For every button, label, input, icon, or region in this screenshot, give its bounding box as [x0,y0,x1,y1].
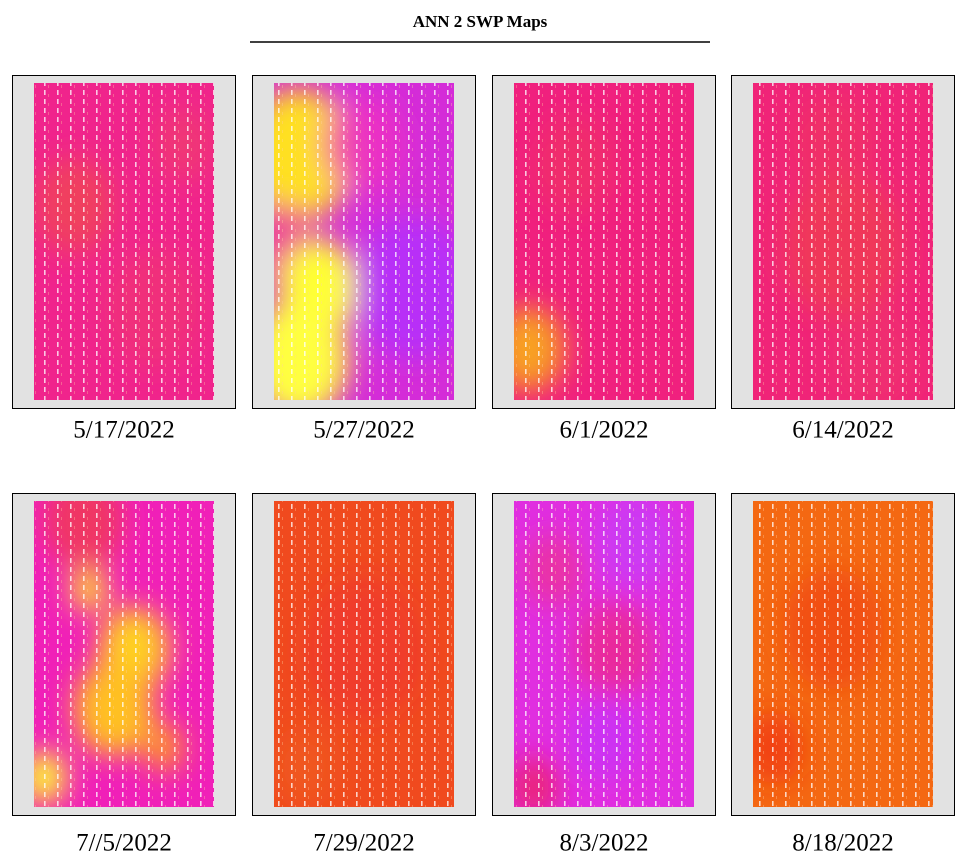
panel-date: 7//5/2022 [76,830,172,857]
map-image [753,83,933,400]
map-image [514,501,694,807]
map-panel: 6/1/2022 [492,75,716,444]
map-panel: 5/17/2022 [12,75,236,444]
map-panel: 7/29/2022 [252,493,476,857]
figure-title: ANN 2 SWP Maps [413,12,548,31]
panel-date: 6/14/2022 [792,417,893,444]
map-panel: 8/18/2022 [731,493,955,857]
map-texture [514,501,694,807]
map-texture [274,501,454,807]
map-image [34,83,214,400]
map-panel: 7//5/2022 [12,493,236,857]
map-image [753,501,933,807]
panel-date: 7/29/2022 [313,830,414,857]
panel-date: 8/18/2022 [792,830,893,857]
panel-date: 5/17/2022 [73,417,174,444]
map-panel: 6/14/2022 [731,75,955,444]
map-panel: 8/3/2022 [492,493,716,857]
panel-date: 6/1/2022 [560,417,649,444]
panel-date: 8/3/2022 [560,830,649,857]
map-image [274,501,454,807]
map-image [34,501,214,807]
map-texture [34,83,214,400]
panel-date: 5/27/2022 [313,417,414,444]
map-texture [514,83,694,400]
map-image [514,83,694,400]
map-panel: 5/27/2022 [252,75,476,444]
map-texture [753,501,933,807]
map-image [274,83,454,400]
map-texture [34,501,214,807]
map-texture [274,83,454,400]
map-texture [753,83,933,400]
